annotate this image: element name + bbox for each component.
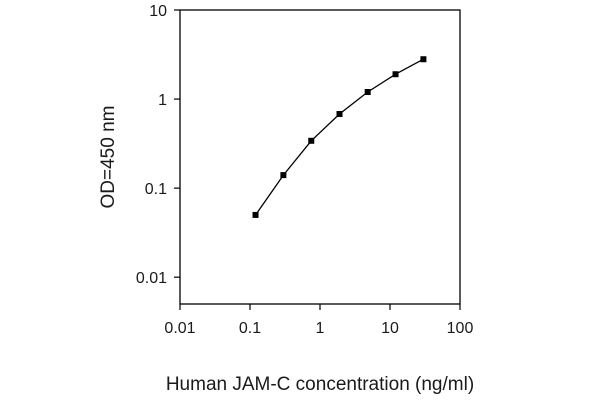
y-tick-label: 10 [149, 3, 167, 20]
y-tick-label: 0.01 [136, 270, 167, 287]
data-point [252, 211, 259, 218]
x-tick-label: 0.01 [164, 320, 195, 337]
plot-frame [179, 9, 461, 305]
y-tick-label: 1 [158, 92, 167, 109]
data-point [336, 110, 343, 117]
series-line [255, 58, 424, 216]
data-point [280, 172, 287, 179]
y-axis-title: OD=450 nm [98, 106, 119, 209]
y-tick-label: 0.1 [145, 181, 167, 198]
data-point [420, 56, 427, 63]
x-tick-label: 10 [381, 320, 399, 337]
y-axis-ticks: 0.01 0.1 1 10 [136, 3, 180, 287]
x-axis-ticks: 0.01 0.1 1 10 100 [164, 304, 473, 337]
data-point [364, 89, 371, 96]
x-tick-label: 0.1 [239, 320, 261, 337]
x-tick-label: 100 [447, 320, 474, 337]
series-layer [252, 56, 427, 218]
data-point [308, 137, 315, 144]
data-point [392, 71, 399, 78]
x-axis-title: Human JAM-C concentration (ng/ml) [166, 374, 474, 395]
x-tick-label: 1 [316, 320, 325, 337]
